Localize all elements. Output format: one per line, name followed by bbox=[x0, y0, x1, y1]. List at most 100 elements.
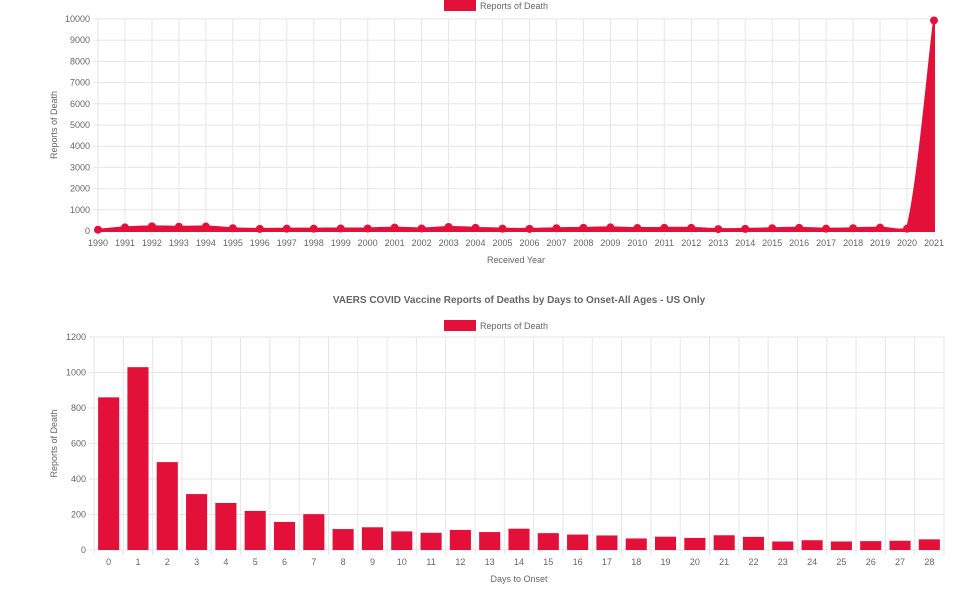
data-point bbox=[471, 223, 480, 232]
data-point bbox=[714, 225, 723, 234]
x-tick-label: 28 bbox=[924, 557, 934, 567]
x-tick-label: 6 bbox=[282, 557, 287, 567]
y-tick-label: 2000 bbox=[70, 184, 90, 194]
x-tick-label: 18 bbox=[631, 557, 641, 567]
data-point bbox=[282, 224, 291, 233]
x-tick-label: 2009 bbox=[600, 238, 620, 248]
y-tick-label: 10000 bbox=[65, 14, 90, 24]
bar bbox=[713, 535, 735, 550]
x-tick-label: 2006 bbox=[519, 238, 539, 248]
data-point bbox=[336, 224, 345, 233]
bar bbox=[625, 538, 647, 550]
bar bbox=[889, 540, 911, 550]
x-axis-title: Received Year bbox=[487, 255, 545, 265]
data-point bbox=[363, 224, 372, 233]
bar bbox=[830, 541, 852, 550]
x-tick-label: 22 bbox=[748, 557, 758, 567]
x-tick-label: 11 bbox=[426, 557, 435, 567]
x-tick-label: 2002 bbox=[412, 238, 432, 248]
y-tick-label: 0 bbox=[85, 226, 90, 236]
y-axis-title: Reports of Death bbox=[49, 91, 59, 159]
bar bbox=[655, 536, 677, 550]
y-tick-label: 600 bbox=[71, 439, 86, 449]
bar bbox=[479, 532, 501, 550]
y-tick-label: 0 bbox=[81, 545, 86, 555]
x-tick-label: 27 bbox=[895, 557, 905, 567]
x-tick-label: 2011 bbox=[655, 238, 674, 248]
chart-title: VAERS COVID Vaccine Reports of Deaths by… bbox=[333, 295, 706, 306]
x-tick-label: 3 bbox=[194, 557, 199, 567]
x-tick-label: 15 bbox=[543, 557, 553, 567]
x-tick-label: 2013 bbox=[708, 238, 728, 248]
legend-label: Reports of Death bbox=[480, 321, 548, 331]
data-point bbox=[94, 225, 102, 234]
y-tick-label: 800 bbox=[71, 403, 86, 413]
bar bbox=[537, 533, 559, 550]
x-tick-label: 1993 bbox=[169, 238, 189, 248]
x-tick-label: 2003 bbox=[439, 238, 459, 248]
x-tick-label: 1994 bbox=[196, 238, 216, 248]
x-tick-label: 16 bbox=[573, 557, 583, 567]
bar bbox=[98, 397, 120, 550]
x-tick-label: 2021 bbox=[924, 238, 944, 248]
x-tick-label: 24 bbox=[807, 557, 817, 567]
x-tick-label: 2015 bbox=[762, 238, 782, 248]
bar bbox=[567, 534, 589, 550]
x-tick-label: 2005 bbox=[493, 238, 513, 248]
x-tick-label: 1996 bbox=[250, 238, 270, 248]
y-tick-label: 1000 bbox=[70, 205, 90, 215]
x-tick-label: 2016 bbox=[789, 238, 809, 248]
data-point bbox=[525, 224, 534, 233]
x-tick-label: 8 bbox=[341, 557, 346, 567]
x-tick-label: 2001 bbox=[385, 238, 405, 248]
bar bbox=[742, 536, 765, 550]
data-point bbox=[822, 224, 831, 233]
y-tick-label: 1000 bbox=[66, 368, 86, 378]
y-tick-label: 6000 bbox=[70, 99, 90, 109]
legend-swatch bbox=[444, 0, 476, 11]
bar bbox=[273, 521, 296, 550]
data-point bbox=[417, 224, 426, 233]
x-tick-label: 17 bbox=[602, 557, 612, 567]
data-point bbox=[309, 224, 318, 233]
data-point bbox=[444, 222, 453, 231]
bar bbox=[215, 502, 237, 550]
data-point bbox=[795, 223, 804, 232]
y-tick-label: 8000 bbox=[70, 56, 90, 66]
bar bbox=[860, 541, 882, 550]
bar bbox=[420, 532, 442, 550]
x-tick-label: 1995 bbox=[223, 238, 243, 248]
x-tick-label: 7 bbox=[311, 557, 316, 567]
y-tick-label: 5000 bbox=[70, 120, 90, 130]
x-tick-label: 1990 bbox=[88, 238, 108, 248]
bar bbox=[156, 462, 178, 550]
bar bbox=[391, 531, 413, 550]
x-tick-label: 20 bbox=[690, 557, 700, 567]
legend-label: Reports of Death bbox=[480, 1, 548, 11]
data-point bbox=[849, 224, 858, 233]
bar bbox=[596, 535, 618, 550]
data-point bbox=[606, 223, 615, 232]
x-tick-label: 10 bbox=[397, 557, 407, 567]
data-point bbox=[633, 224, 642, 233]
bar bbox=[127, 367, 149, 550]
bar bbox=[361, 527, 383, 550]
x-tick-label: 2018 bbox=[843, 238, 863, 248]
x-tick-label: 19 bbox=[661, 557, 671, 567]
bar bbox=[244, 510, 266, 550]
data-point bbox=[390, 223, 399, 232]
data-point bbox=[120, 223, 129, 232]
deaths-by-year-chart: Reports of Death 0 1000 2000 3000 4000 5000 600… bbox=[49, 0, 944, 265]
y-tick-label: 9000 bbox=[70, 35, 90, 45]
x-tick-label: 2020 bbox=[897, 238, 917, 248]
x-tick-label: 2019 bbox=[870, 238, 890, 248]
series-area bbox=[97, 20, 935, 232]
x-tick-label: 2008 bbox=[573, 238, 593, 248]
x-tick-label: 12 bbox=[455, 557, 465, 567]
x-tick-label: 13 bbox=[485, 557, 495, 567]
x-tick-label: 4 bbox=[223, 557, 228, 567]
data-point bbox=[903, 224, 912, 233]
bar bbox=[772, 541, 794, 550]
data-point bbox=[174, 222, 183, 231]
